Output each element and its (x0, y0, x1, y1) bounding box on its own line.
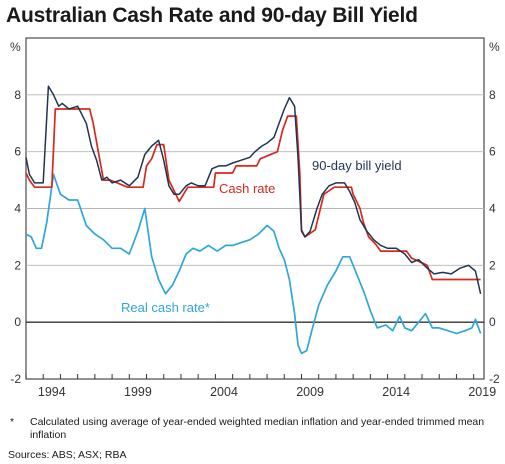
x-tick-label: 2014 (382, 385, 410, 399)
annotation-real-cash-rate: Real cash rate* (121, 300, 210, 315)
y-tick-label-left: 4 (14, 202, 21, 216)
y-tick-label-right: 8 (489, 88, 496, 102)
series-line-cash-rate (25, 108, 481, 281)
y-axis-ticks: -2 -2 0 0 2 2 4 4 6 6 8 8 (10, 88, 500, 386)
y-tick-label-left: 2 (14, 258, 21, 272)
y-tick-label-left: 6 (14, 145, 21, 159)
x-tick-label: 2009 (296, 385, 324, 399)
x-tick-label: 1999 (124, 385, 152, 399)
y-tick-label-left: 0 (14, 315, 21, 329)
y-tick-label-right: 6 (489, 145, 496, 159)
chart-title: Australian Cash Rate and 90-day Bill Yie… (6, 4, 418, 27)
y-tick-label-right: -2 (489, 372, 500, 386)
footnote-text: Calculated using average of year-ended w… (30, 416, 485, 441)
sources-note: Sources: ABS; ASX; RBA (8, 449, 127, 461)
right-unit-label: % (489, 40, 500, 54)
x-tick-label: 2004 (210, 385, 238, 399)
series-line-real-cash-rate (25, 173, 482, 355)
y-tick-label-right: 0 (489, 315, 496, 329)
x-axis-ticks: 1994 1999 2004 2009 2014 2019 (25, 374, 496, 399)
left-unit-label: % (10, 40, 21, 54)
series-line-90-day-bill-yield (25, 85, 482, 294)
y-tick-label-left: 8 (14, 88, 21, 102)
series-lines (25, 85, 482, 355)
x-tick-label: 2019 (468, 385, 496, 399)
annotation-cash-rate: Cash rate (219, 181, 275, 196)
y-tick-label-right: 4 (489, 202, 496, 216)
footnote-marker: * (10, 416, 15, 428)
x-tick-label: 1994 (38, 385, 66, 399)
y-tick-label-left: -2 (10, 372, 21, 386)
y-tick-label-right: 2 (489, 258, 496, 272)
annotation-bill-yield: 90-day bill yield (312, 158, 402, 173)
